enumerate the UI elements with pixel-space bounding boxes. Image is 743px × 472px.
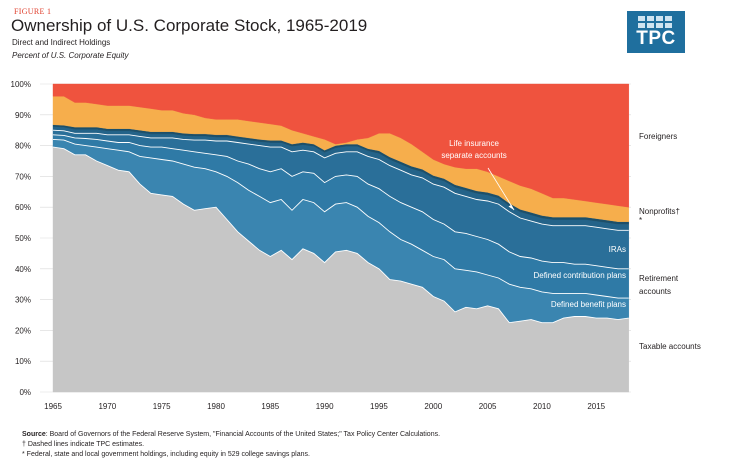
boundary-line [52, 129, 629, 231]
y-tick-label: 20% [15, 326, 31, 335]
x-tick-label: 2000 [424, 402, 442, 411]
y-tick-label: 50% [15, 234, 31, 243]
legend-retirement-line-1: Retirement [639, 274, 679, 283]
unit-label: Percent of U.S. Corporate Equity [12, 51, 129, 60]
legend-nonprofits-mark: * [639, 216, 642, 225]
y-tick-label: 90% [15, 111, 31, 120]
annotation-life-insurance-line-1: Life insurance [449, 139, 499, 148]
y-tick-label: 80% [15, 142, 31, 151]
logo-text: TPC [636, 28, 676, 49]
x-tick-label: 1970 [98, 402, 116, 411]
x-tick-label: 1995 [370, 402, 388, 411]
x-tick-label: 1965 [44, 402, 62, 411]
legend-taxable: Taxable accounts [639, 342, 701, 351]
chart-subtitle: Direct and Indirect Holdings [12, 38, 111, 47]
legend-nonprofits: Nonprofits† [639, 207, 680, 216]
source-text: : Board of Governors of the Federal Rese… [45, 431, 441, 438]
source-label: Source [22, 431, 46, 438]
x-tick-label: 2005 [479, 402, 497, 411]
annotation-defined-contribution: Defined contribution plans [533, 271, 626, 280]
x-tick-label: 2010 [533, 402, 551, 411]
y-tick-label: 60% [15, 203, 31, 212]
boundary-line [52, 146, 629, 324]
x-tick-label: 2015 [587, 402, 605, 411]
y-tick-label: 40% [15, 265, 31, 274]
figure-label: FIGURE 1 [14, 7, 52, 16]
boundary-line [52, 138, 629, 299]
y-tick-label: 0% [19, 388, 31, 397]
annotation-life-insurance-line-2: separate accounts [441, 151, 506, 160]
tpc-logo: TPC [627, 11, 685, 53]
life-insurance-arrow [487, 167, 515, 211]
legend-foreigners: Foreigners [639, 132, 677, 141]
annotation-defined-benefit: Defined benefit plans [551, 300, 626, 309]
footer-star-note: * Federal, state and local government ho… [22, 451, 310, 458]
chart-title: Ownership of U.S. Corporate Stock, 1965-… [11, 16, 368, 35]
x-tick-label: 1985 [261, 402, 279, 411]
boundary-line [52, 134, 629, 270]
logo-grid-icon [638, 16, 674, 28]
life-insurance-arrowhead [508, 204, 514, 210]
annotation-iras: IRAs [609, 245, 626, 254]
x-tick-label: 1990 [316, 402, 334, 411]
x-tick-label: 1980 [207, 402, 225, 411]
footer-source: Source: Board of Governors of the Federa… [22, 431, 440, 438]
y-tick-label: 70% [15, 172, 31, 181]
area-foreigners [52, 83, 629, 208]
y-tick-label: 30% [15, 296, 31, 305]
y-tick-label: 10% [15, 357, 31, 366]
y-tick-label: 100% [11, 80, 31, 89]
footer-dagger-note: † Dashed lines indicate TPC estimates. [22, 441, 145, 448]
legend-retirement-line-2: accounts [639, 287, 671, 296]
x-tick-label: 1975 [153, 402, 171, 411]
